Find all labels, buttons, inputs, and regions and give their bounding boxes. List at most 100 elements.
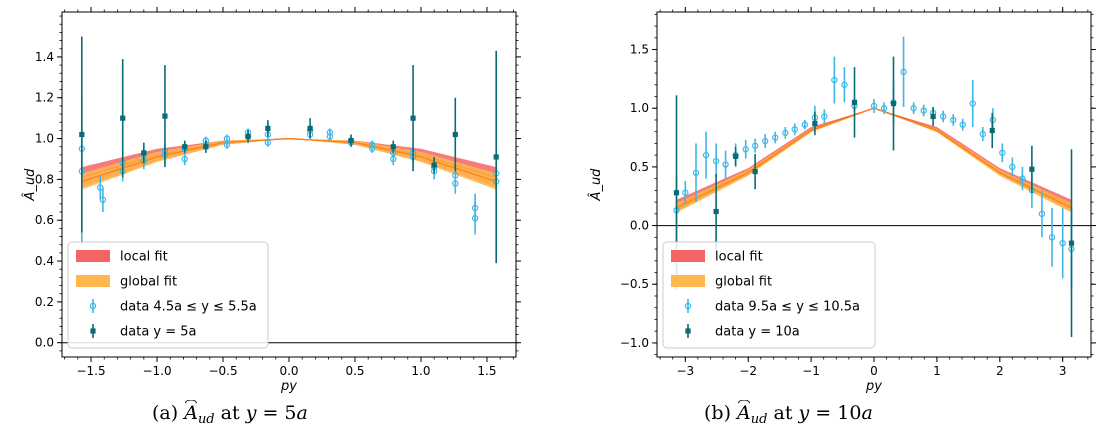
data-point-square: [120, 115, 126, 121]
data-point-circle: [959, 121, 966, 128]
data-point-circle: [471, 204, 479, 212]
x-tick-label: 1: [933, 364, 941, 378]
data-point-circle: [821, 113, 828, 120]
data-point-circle: [1059, 239, 1066, 247]
x-axis-label: py: [865, 379, 882, 394]
x-tick-label: 0.0: [279, 364, 298, 378]
legend-swatch-global: [671, 275, 705, 287]
legend-label: local fit: [715, 250, 763, 265]
data-point-square: [79, 131, 85, 138]
legend-box: [67, 241, 269, 349]
legend-label: data 4.5a ≤ y ≤ 5.5a: [120, 300, 257, 315]
y-tick-label: 1.0: [630, 101, 649, 115]
data-point-circle: [910, 105, 917, 112]
data-point-circle: [900, 68, 907, 76]
data-point-circle: [831, 76, 838, 84]
data-point-square: [989, 127, 995, 134]
x-tick-label: −1.5: [76, 364, 105, 378]
x-tick-label: 3: [1059, 364, 1067, 378]
data-point-circle: [870, 102, 878, 110]
y-tick-label: −1.0: [620, 336, 649, 350]
data-point-square: [890, 100, 897, 107]
data-point-circle: [368, 141, 376, 148]
y-axis-label: Â_ud: [22, 168, 38, 202]
x-tick-label: −3: [676, 364, 694, 378]
data-point-circle: [181, 155, 188, 163]
data-point-circle: [880, 105, 888, 112]
y-tick-label: 1.4: [35, 50, 54, 64]
data-point-circle: [939, 113, 947, 120]
data-point-square: [752, 168, 758, 175]
legend-swatch-local: [76, 250, 110, 262]
legend-marker-square: [685, 328, 691, 334]
data-point-circle: [1019, 175, 1026, 182]
data-point-circle: [692, 169, 700, 176]
data-point-circle: [969, 100, 976, 107]
y-tick-label: 0.4: [35, 254, 54, 268]
data-point-circle: [999, 149, 1006, 157]
y-tick-label: 1.0: [35, 132, 54, 146]
y-tick-label: 0.6: [35, 213, 54, 227]
data-point-square: [812, 120, 818, 127]
legend-label: data 9.5a ≤ y ≤ 10.5a: [715, 300, 860, 315]
data-point-circle: [99, 196, 107, 204]
data-point-square: [851, 99, 858, 105]
data-point-square: [713, 208, 719, 215]
x-tick-label: −1.0: [142, 364, 171, 378]
data-point-square: [162, 113, 168, 119]
data-point-circle: [801, 121, 809, 128]
data-point-circle: [751, 142, 759, 149]
y-tick-label: −0.5: [620, 277, 649, 291]
legend-box: [662, 241, 876, 349]
data-point-circle: [841, 81, 848, 88]
y-tick-label: 0.0: [630, 219, 649, 233]
data-point-circle: [979, 130, 987, 138]
data-point-circle: [702, 151, 710, 159]
data-point-square: [1029, 166, 1035, 172]
data-point-circle: [264, 139, 272, 146]
data-point-circle: [1048, 234, 1056, 241]
data-point-square: [182, 144, 188, 150]
data-point-square: [410, 115, 416, 121]
data-point-circle: [742, 146, 749, 153]
data-point-circle: [682, 189, 689, 196]
legend-label: data y = 5a: [120, 325, 197, 340]
data-point-square: [348, 138, 354, 144]
x-tick-label: −2: [739, 364, 757, 378]
data-point-circle: [772, 134, 779, 141]
data-point-circle: [950, 116, 957, 124]
chart-panel-a: −1.5 −1.0 −0.5 0.0 0.5 1.0 1.5 0.0 0.2 0.4 0.6 0.8 1…: [22, 7, 521, 394]
x-tick-label: 2: [996, 364, 1004, 378]
legend-swatch-global: [76, 275, 110, 287]
y-tick-label: 1.2: [35, 91, 54, 105]
data-point-square: [203, 144, 209, 150]
x-tick-label: 1.0: [411, 364, 430, 378]
data-point-circle: [712, 157, 720, 165]
legend-label: local fit: [120, 250, 168, 265]
data-point-circle: [761, 137, 769, 145]
data-point-circle: [722, 161, 729, 168]
data-point-square: [390, 144, 396, 150]
y-tick-label: 1.5: [630, 43, 649, 57]
y-tick-label: 0.8: [35, 172, 54, 186]
data-point-square: [431, 162, 437, 168]
data-point-circle: [326, 129, 334, 136]
data-point-square: [733, 153, 739, 159]
data-point-circle: [223, 135, 231, 142]
legend-label: global fit: [120, 275, 177, 290]
y-axis-label: Â_ud: [588, 168, 604, 202]
data-point-square: [245, 133, 251, 140]
x-tick-label: −0.5: [208, 364, 237, 378]
data-point-square: [265, 125, 271, 131]
data-point-square: [493, 154, 499, 160]
data-point-square: [673, 190, 680, 196]
global-fit-line: [81, 137, 497, 183]
x-tick-label: 0: [870, 364, 878, 378]
chart-panel-b: −3 −2 −1 0 1 2 3 −1.0 −0.5 0.0 0.5 1.0 1.5 py Â_udloca…: [588, 7, 1096, 394]
caption-b: (b) Aud at y = 10a: [704, 402, 873, 427]
legend-label: global fit: [715, 275, 772, 290]
caption-a: (a) Aud at y = 5a: [152, 402, 308, 427]
x-tick-label: −1: [802, 364, 820, 378]
legend-label: data y = 10a: [715, 325, 800, 340]
data-point-square: [141, 150, 147, 156]
